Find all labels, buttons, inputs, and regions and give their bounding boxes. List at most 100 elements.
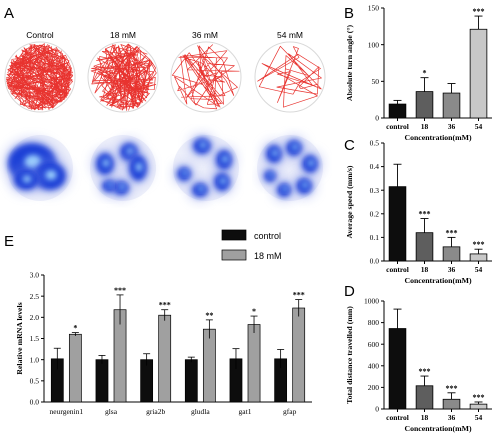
bar: [442, 92, 461, 119]
significance-label: ***: [473, 393, 485, 402]
category-label: 54: [475, 122, 483, 131]
panel-label-b: B: [344, 5, 354, 22]
y-tick-label: 0.3: [370, 186, 380, 195]
chart-E: 0.00.51.01.52.02.53.0*neurgenin1***glsa*…: [15, 229, 312, 416]
panel-label-a: A: [4, 5, 14, 22]
legend-label: control: [254, 231, 281, 241]
y-tick-label: 2.0: [30, 313, 40, 322]
category-label: control: [386, 122, 409, 131]
y-tick-label: 800: [368, 318, 380, 327]
chart-C: 0.0 0.1 0.2 0.3 0.4 0.5 control *** 18 *** 36 *** 54…: [345, 139, 492, 285]
significance-label: ***: [446, 228, 458, 237]
significance-label: ***: [159, 301, 171, 310]
heatmap-plots: [5, 135, 323, 201]
bar: [415, 232, 434, 262]
category-label: 18: [421, 413, 429, 422]
bar: [469, 403, 488, 410]
bar: [184, 359, 198, 403]
significance-label: **: [205, 311, 213, 320]
y-tick-label: 0.5: [30, 376, 40, 385]
heat-core: [222, 155, 228, 163]
arena-outline: [170, 41, 242, 113]
category-label: 36: [448, 413, 456, 422]
swim-trajectory: [257, 45, 322, 108]
bar: [442, 398, 461, 410]
significance-label: *: [252, 307, 256, 316]
significance-label: ***: [473, 7, 485, 16]
category-label: 54: [475, 265, 483, 274]
heat-core: [22, 175, 32, 183]
heat-core: [302, 182, 308, 188]
y-tick-label: 0.0: [30, 398, 40, 407]
legend-label: 18 mM: [254, 251, 282, 261]
y-tick-label: 50: [372, 77, 380, 86]
heat-core: [126, 147, 134, 155]
arena-outline: [87, 41, 159, 113]
y-tick-label: 1000: [364, 297, 379, 306]
significance-label: ***: [293, 291, 305, 300]
bar: [388, 186, 407, 262]
heat-core: [198, 186, 204, 192]
y-tick-label: 0.0: [370, 257, 380, 266]
heat-core: [45, 170, 57, 180]
arena-outline: [254, 41, 326, 113]
bar: [202, 328, 216, 403]
x-axis-title: Concentration(mM): [404, 276, 472, 285]
heatmap: [257, 135, 323, 201]
significance-label: *: [423, 69, 427, 78]
y-axis-title: Relative mRNA levels: [15, 302, 24, 374]
y-tick-label: 0.2: [370, 209, 380, 218]
heat-core: [268, 172, 274, 178]
category-label: gludla: [191, 407, 210, 416]
heat-core: [135, 162, 143, 172]
legend-swatch: [221, 249, 247, 261]
panel-label-c: C: [344, 137, 355, 154]
y-tick-label: 2.5: [30, 292, 40, 301]
y-tick-label: 150: [368, 4, 380, 13]
bar: [415, 91, 434, 119]
significance-label: ***: [114, 286, 126, 295]
bar: [158, 314, 172, 403]
y-tick-label: 400: [368, 361, 380, 370]
y-tick-label: 0.4: [370, 162, 380, 171]
y-axis-title: Average speed (mm/s): [345, 165, 354, 238]
legend-swatch: [221, 229, 247, 241]
heat-core: [102, 159, 110, 167]
category-label: gat1: [239, 407, 252, 416]
swim-trajectory: [171, 44, 240, 110]
trajectory-plots: [4, 41, 326, 113]
bar: [140, 359, 154, 403]
category-label: glsa: [105, 407, 118, 416]
category-label: 18: [421, 122, 429, 131]
bar: [247, 324, 261, 403]
heat-core: [199, 142, 207, 148]
y-tick-label: 3.0: [30, 271, 40, 280]
condition-label-control: Control: [26, 30, 54, 40]
category-label: 54: [475, 413, 483, 422]
bar: [415, 385, 434, 410]
heatmap: [90, 135, 156, 201]
heatmap: [173, 135, 239, 201]
heat-core: [119, 184, 125, 190]
heat-core: [272, 149, 278, 157]
significance-label: *: [73, 324, 77, 333]
x-axis-title: Concentration(mM): [404, 133, 472, 142]
heat-core: [282, 186, 288, 192]
panel-label-e: E: [4, 233, 14, 250]
swim-trajectory: [90, 43, 157, 111]
y-tick-label: 1.5: [30, 334, 40, 343]
category-label: neurgenin1: [50, 407, 84, 416]
bar: [469, 28, 488, 119]
chart-D: 0 200 400 600 800 1000 control *** 18 *** 36 *** 54C…: [345, 297, 492, 433]
heat-core: [292, 144, 298, 150]
y-tick-label: 0.1: [370, 233, 380, 242]
heat-core: [308, 159, 314, 167]
y-tick-label: 1.0: [30, 355, 40, 364]
bar: [442, 246, 461, 262]
condition-label-54mm: 54 mM: [277, 30, 303, 40]
heatmap: [5, 135, 73, 201]
bar: [68, 333, 82, 403]
category-label: control: [386, 265, 409, 274]
heat-core: [107, 182, 113, 188]
bar: [388, 328, 407, 410]
